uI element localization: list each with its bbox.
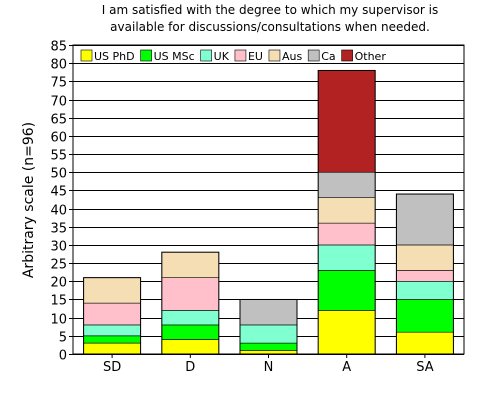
y-tick-label: 35	[50, 222, 67, 237]
chart-title-line-2: available for discussions/consultations …	[110, 20, 430, 34]
legend-label: Aus	[282, 50, 302, 63]
legend-label: EU	[248, 50, 263, 63]
chart-title-line-1: I am satisfied with the degree to which …	[102, 3, 439, 17]
legend-label: US MSc	[154, 50, 195, 63]
x-tick-label: A	[342, 360, 351, 375]
bar-segment	[396, 244, 454, 271]
bar-segment	[83, 324, 141, 337]
legend-label: Ca	[321, 50, 335, 63]
bar-segment	[396, 270, 454, 282]
axes: 0 5 10 15 20 25 30 35 40 45 50 55 60 65 70 75 80 85 SD D N A S…	[50, 40, 433, 376]
y-tick-label: 55	[50, 149, 67, 164]
y-tick-label: 25	[50, 258, 67, 273]
bar-segment	[317, 70, 376, 173]
legend: US PhD US MSc UK EU Aus Ca Other	[80, 49, 387, 63]
legend-swatch	[80, 49, 93, 62]
legend-label: Other	[355, 50, 387, 63]
bar-segment	[161, 251, 220, 278]
bar-segment	[239, 350, 298, 355]
y-tick-label: 5	[59, 331, 67, 346]
bar-segment	[239, 342, 298, 351]
legend-label: US PhD	[94, 50, 135, 63]
bar-segment	[161, 277, 220, 311]
y-tick-label: 65	[50, 113, 67, 128]
bar-segment	[161, 310, 220, 326]
bar-segment	[317, 171, 376, 198]
bar-segment	[317, 310, 376, 355]
legend-swatch	[341, 49, 353, 62]
y-tick-label: 0	[59, 349, 67, 364]
y-tick-label: 70	[50, 95, 67, 110]
y-tick-label: 85	[50, 40, 67, 55]
bar-segment	[317, 222, 376, 246]
bar-segment	[161, 324, 220, 340]
legend-swatch	[268, 49, 281, 62]
bar-segment	[396, 280, 454, 300]
legend-swatch	[140, 49, 152, 62]
legend-swatch	[200, 49, 212, 62]
legend-label: UK	[214, 50, 230, 63]
y-tick-label: 45	[50, 185, 67, 200]
legend-swatch	[307, 49, 320, 62]
x-tick-label: N	[264, 360, 274, 375]
y-tick-label: 75	[50, 76, 67, 91]
bar-segment	[161, 339, 220, 355]
bar-segment	[83, 342, 141, 355]
x-tick-label: SA	[416, 360, 433, 375]
bar-segment	[83, 335, 141, 344]
bar-segment	[317, 244, 376, 271]
bar-segment	[396, 299, 454, 333]
bar-segment	[83, 302, 141, 326]
bar-segment	[396, 193, 454, 246]
x-tick-label: D	[185, 360, 195, 375]
y-tick-label: 20	[50, 276, 67, 291]
bar-segment	[239, 324, 298, 344]
y-tick-label: 40	[50, 204, 67, 219]
y-tick-label: 60	[50, 131, 67, 146]
bar-segment	[396, 331, 454, 355]
bar-segment	[83, 277, 141, 304]
y-axis-title: Arbitrary scale (n=96)	[21, 122, 37, 278]
y-tick-label: 50	[50, 167, 67, 182]
y-tick-label: 10	[50, 313, 67, 328]
bar-segment	[239, 299, 298, 326]
y-tick-label: 15	[50, 294, 67, 309]
bar-segment	[317, 270, 376, 311]
y-tick-label: 30	[50, 240, 67, 255]
y-tick-label: 80	[50, 58, 67, 73]
x-tick-label: SD	[103, 360, 121, 375]
legend-swatch	[234, 49, 247, 62]
bar-segment	[317, 197, 376, 224]
